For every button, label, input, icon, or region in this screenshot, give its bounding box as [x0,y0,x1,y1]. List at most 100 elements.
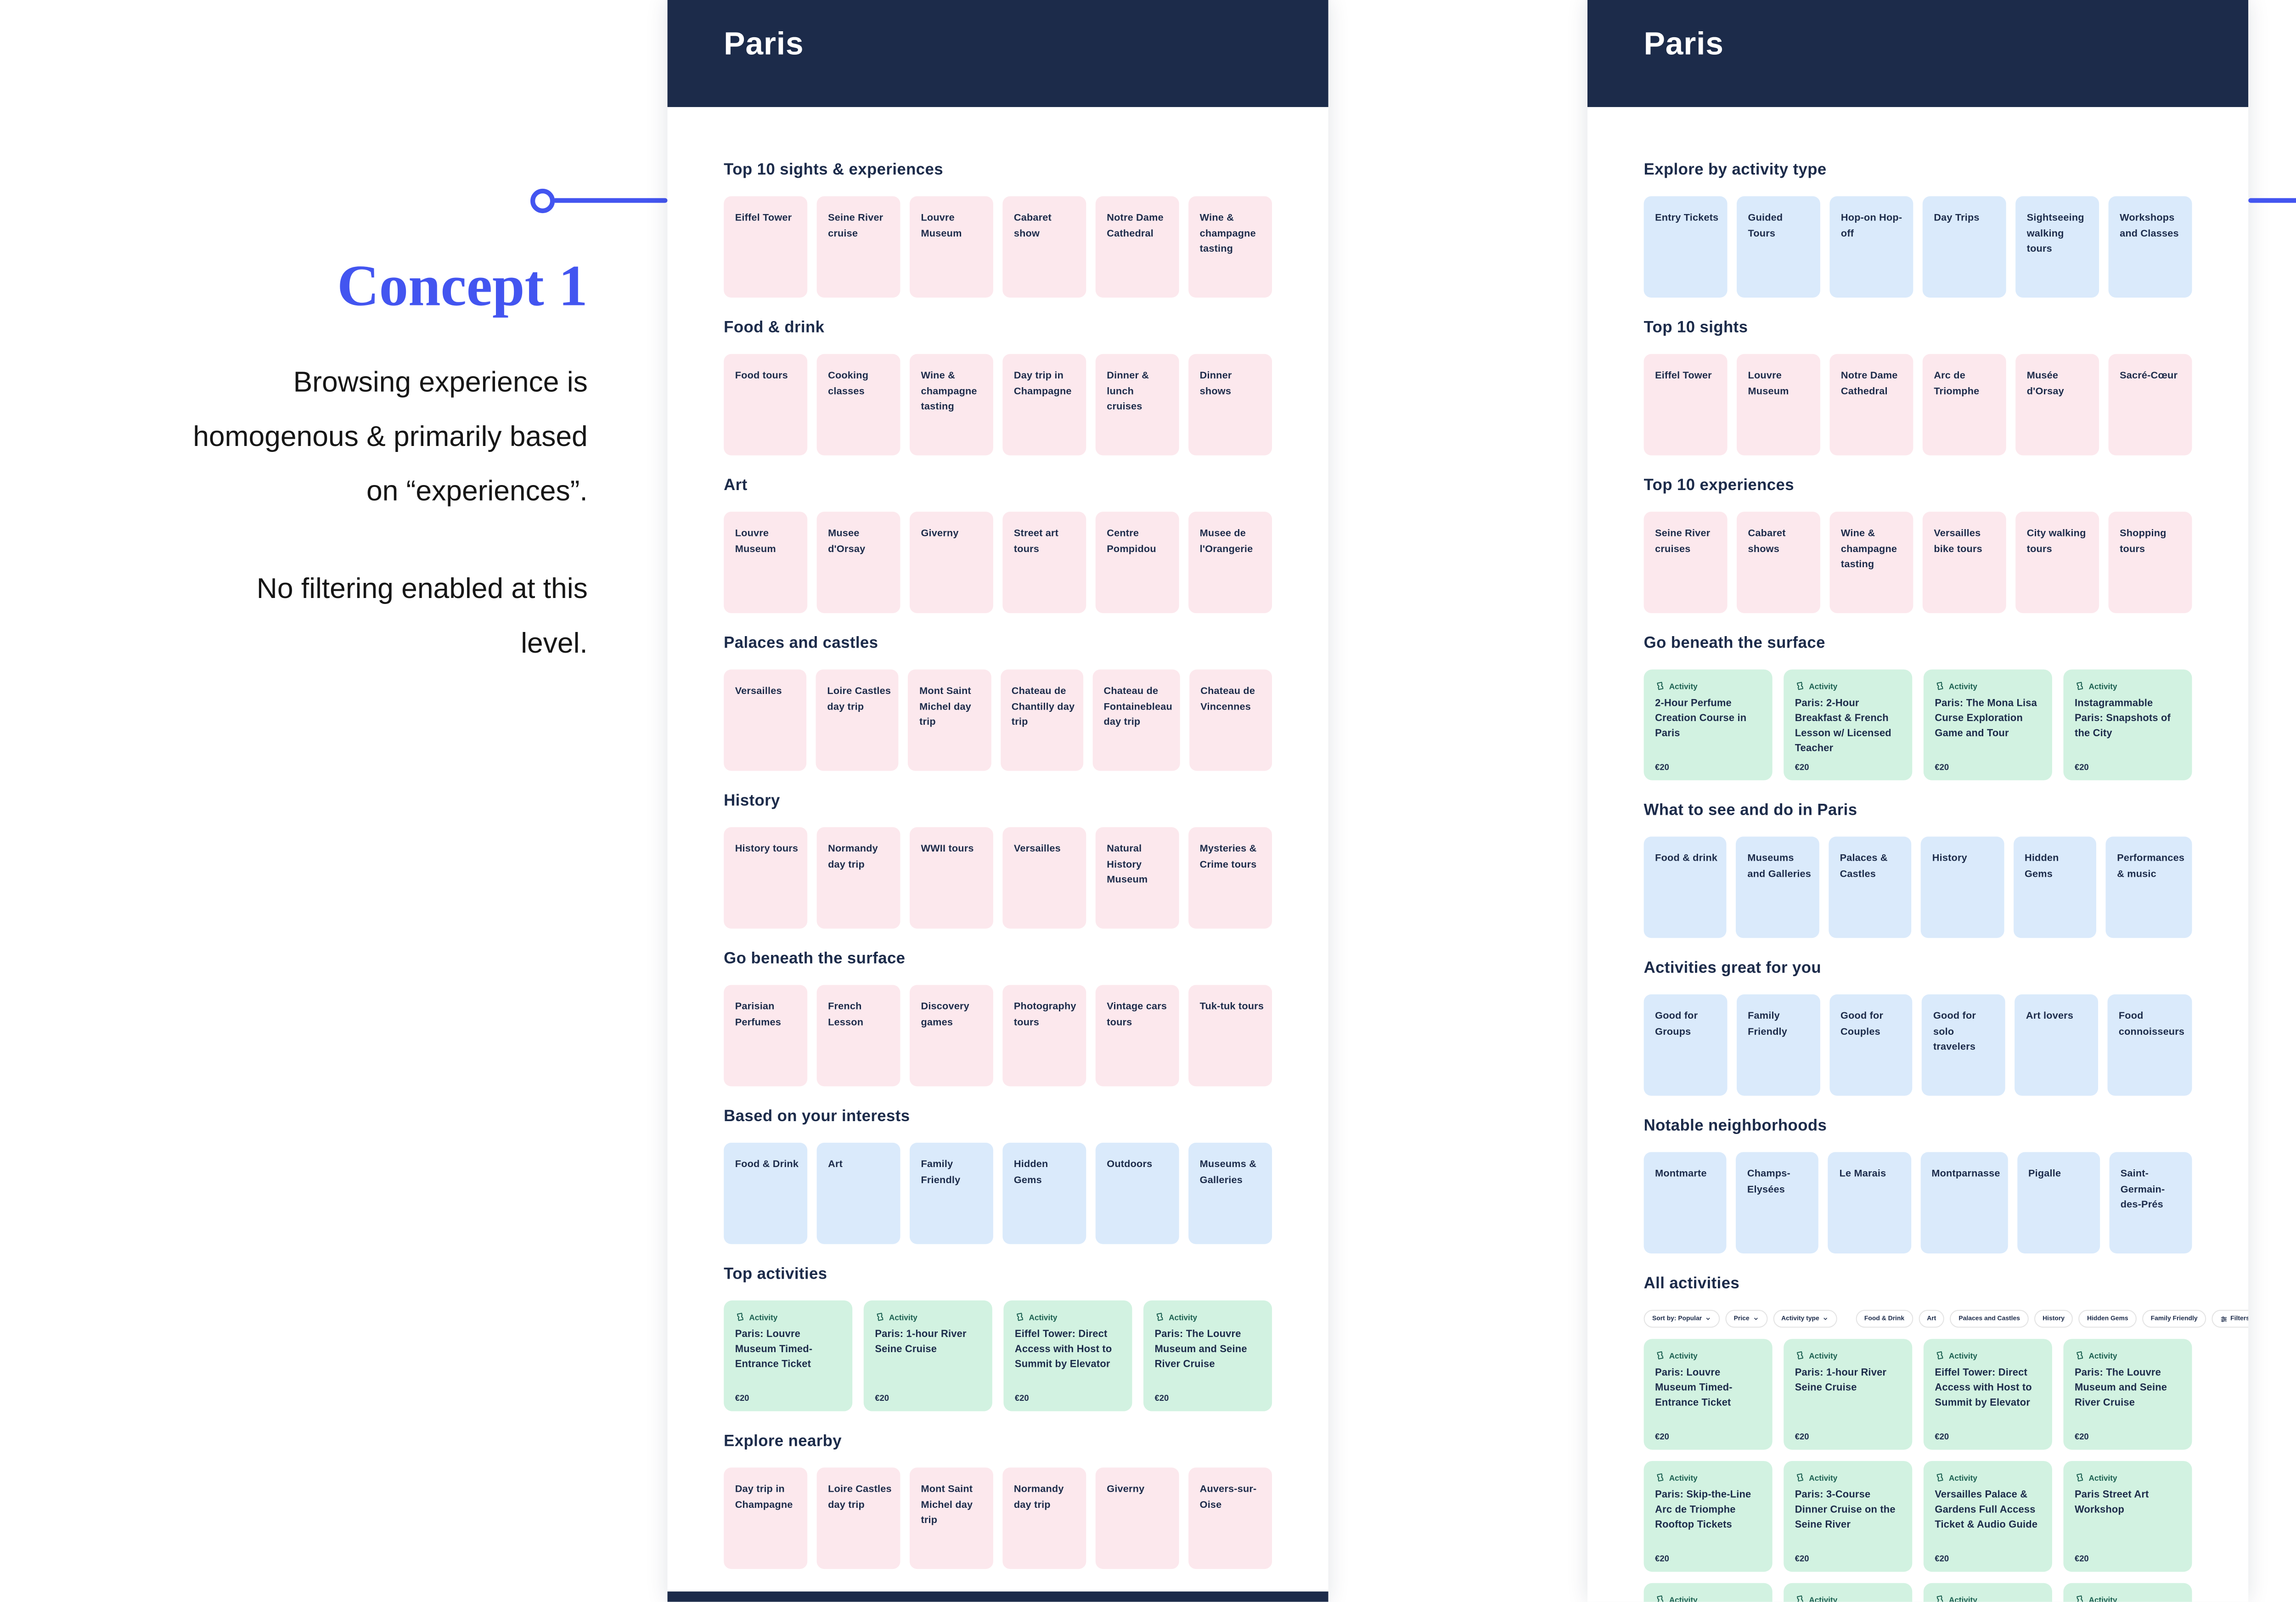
category-tile[interactable]: Wine & champagne tasting [909,354,993,456]
category-tile[interactable]: Chateau de Fontainebleau day trip [1092,669,1180,771]
category-tile[interactable]: Seine River cruises [1643,512,1728,613]
category-tile[interactable]: History [1921,836,2004,938]
activity-type-dropdown[interactable]: Activity type [1773,1309,1837,1328]
category-tile[interactable]: History tours [724,827,808,929]
category-tile[interactable]: Dinner & lunch cruises [1095,354,1179,456]
filter-chip-history[interactable]: History [2034,1309,2073,1328]
category-tile[interactable]: Vintage cars tours [1095,985,1179,1087]
filters-button[interactable]: Filters [2212,1309,2249,1328]
activity-card[interactable]: Activity Instagrammable Paris: Snapshots … [2063,669,2192,780]
category-tile[interactable]: Shopping tours [2108,512,2192,613]
category-tile[interactable]: Chateau de Chantilly day trip [1000,669,1083,771]
price-dropdown[interactable]: Price [1725,1309,1767,1328]
activity-card[interactable]: Activity 2-Hour Perfume Creation Course i… [1643,669,1773,780]
category-tile[interactable]: Food & drink [1643,836,1727,938]
sort-by-dropdown[interactable]: Sort by: Popular [1643,1309,1720,1328]
category-tile[interactable]: Eiffel Tower [1643,354,1728,456]
category-tile[interactable]: Food tours [724,354,808,456]
category-tile[interactable]: Natural History Museum [1095,827,1179,929]
category-tile[interactable]: Food & Drink [724,1142,808,1244]
category-tile[interactable]: Day Trips [1922,196,2006,298]
category-tile[interactable]: Musée d'Orsay [2015,354,2099,456]
category-tile[interactable]: Giverny [909,512,993,613]
category-tile[interactable]: Louvre Museum [724,512,808,613]
category-tile[interactable]: City walking tours [2015,512,2099,613]
category-tile[interactable]: Family Friendly [909,1142,993,1244]
category-tile[interactable]: Loire Castles day trip [816,669,899,771]
activity-card[interactable]: ActivityOff-the-Beaten Track in Paris: 2… [1923,1583,2052,1602]
category-tile[interactable]: Hidden Gems [2013,836,2097,938]
activity-card[interactable]: Activity Paris: 3-Course Dinner Cruise on… [1784,1461,1913,1572]
category-tile[interactable]: Arc de Triomphe [1922,354,2006,456]
activity-card[interactable]: Activity Paris: 1-hour River Seine Cruise… [1784,1339,1913,1450]
category-tile[interactable]: Versailles bike tours [1922,512,2006,613]
activity-card[interactable]: Activity Paris: 2-Hour Breakfast & French… [1784,669,1913,780]
category-tile[interactable]: Seine River cruise [816,196,900,298]
category-tile[interactable]: Eiffel Tower [724,196,808,298]
category-tile[interactable]: French Lesson [816,985,900,1087]
activity-card[interactable]: Activity Paris: 1-hour River Seine Cruise… [863,1300,992,1411]
category-tile[interactable]: Mont Saint Michel day trip [908,669,991,771]
category-tile[interactable]: Good for Groups [1643,994,1728,1096]
filter-chip-palaces-and-castles[interactable]: Palaces and Castles [1950,1309,2029,1328]
activity-card[interactable]: Activity Paris: Louvre Museum Timed-Entra… [724,1300,853,1411]
category-tile[interactable]: Louvre Museum [1737,354,1820,456]
category-tile[interactable]: Day trip in Champagne [724,1467,808,1569]
category-tile[interactable]: Sightseeing walking tours [2015,196,2099,298]
category-tile[interactable]: Entry Tickets [1643,196,1728,298]
activity-card[interactable]: Activity Eiffel Tower: Direct Access with… [1003,1300,1132,1411]
category-tile[interactable]: Parisian Perfumes [724,985,808,1087]
category-tile[interactable]: Street art tours [1002,512,1086,613]
category-tile[interactable]: Mysteries & Crime tours [1188,827,1272,929]
category-tile[interactable]: Loire Castles day trip [816,1467,900,1569]
activity-card[interactable]: Activity Eiffel Tower: Direct Access with… [1923,1339,2052,1450]
category-tile[interactable]: Normandy day trip [816,827,900,929]
category-tile[interactable]: Cabaret show [1002,196,1086,298]
category-tile[interactable]: Cooking classes [816,354,900,456]
category-tile[interactable]: Auvers-sur-Oise [1188,1467,1272,1569]
category-tile[interactable]: Chateau de Vincennes [1189,669,1272,771]
category-tile[interactable]: Le Marais [1828,1152,1911,1254]
category-tile[interactable]: Notre Dame Cathedral [1829,354,1913,456]
activity-card[interactable]: Activity Versailles Palace & Gardens Full… [1923,1461,2052,1572]
category-tile[interactable]: Cabaret shows [1737,512,1820,613]
activity-card[interactable]: Activity Paris: Louvre Museum Timed-Entra… [1643,1339,1773,1450]
category-tile[interactable]: Pigalle [2017,1152,2100,1254]
filter-chip-hidden-gems[interactable]: Hidden Gems [2078,1309,2137,1328]
category-tile[interactable]: Workshops and Classes [2108,196,2192,298]
category-tile[interactable]: Good for solo travelers [1922,994,2005,1096]
category-tile[interactable]: Good for Couples [1829,994,1913,1096]
activity-card[interactable]: Activity Paris: The Louvre Museum and Sei… [2063,1339,2192,1450]
category-tile[interactable]: Day trip in Champagne [1002,354,1086,456]
category-tile[interactable]: Hidden Gems [1002,1142,1086,1244]
category-tile[interactable]: Giverny [1095,1467,1179,1569]
activity-card[interactable]: Activity Paris Street Art Workshop €20 [2063,1461,2192,1572]
category-tile[interactable]: Notre Dame Cathedral [1095,196,1179,298]
category-tile[interactable]: Museums & Galleries [1188,1142,1272,1244]
category-tile[interactable]: Photography tours [1002,985,1086,1087]
filter-chip-family-friendly[interactable]: Family Friendly [2142,1309,2206,1328]
category-tile[interactable]: Champs-Elysées [1736,1152,1819,1254]
activity-card[interactable]: Activity Paris: The Mona Lisa Curse Explo… [1923,669,2052,780]
category-tile[interactable]: Family Friendly [1736,994,1820,1096]
category-tile[interactable]: Wine & champagne tasting [1829,512,1913,613]
category-tile[interactable]: Sacré-Cœur [2108,354,2192,456]
filter-chip-art[interactable]: Art [1918,1309,1945,1328]
category-tile[interactable]: Versailles [724,669,807,771]
category-tile[interactable]: Guided Tours [1737,196,1820,298]
category-tile[interactable]: Montparnasse [1920,1152,2008,1254]
activity-card[interactable]: Activity Paris: Skip-the-Line Arc de Trio… [1643,1461,1773,1572]
activity-card[interactable]: Activity Paris: The Louvre Museum and Sei… [1143,1300,1272,1411]
category-tile[interactable]: Tuk-tuk tours [1188,985,1272,1087]
category-tile[interactable]: Montmarte [1643,1152,1727,1254]
category-tile[interactable]: Hop-on Hop-off [1829,196,1913,298]
category-tile[interactable]: Food connoisseurs [2107,994,2192,1096]
category-tile[interactable]: Saint-Germain-des-Prés [2109,1152,2192,1254]
category-tile[interactable]: Mont Saint Michel day trip [909,1467,993,1569]
category-tile[interactable]: Performances & music [2105,836,2192,938]
category-tile[interactable]: Dinner shows [1188,354,1272,456]
category-tile[interactable]: Musee de l'Orangerie [1188,512,1272,613]
category-tile[interactable]: Versailles [1002,827,1086,929]
